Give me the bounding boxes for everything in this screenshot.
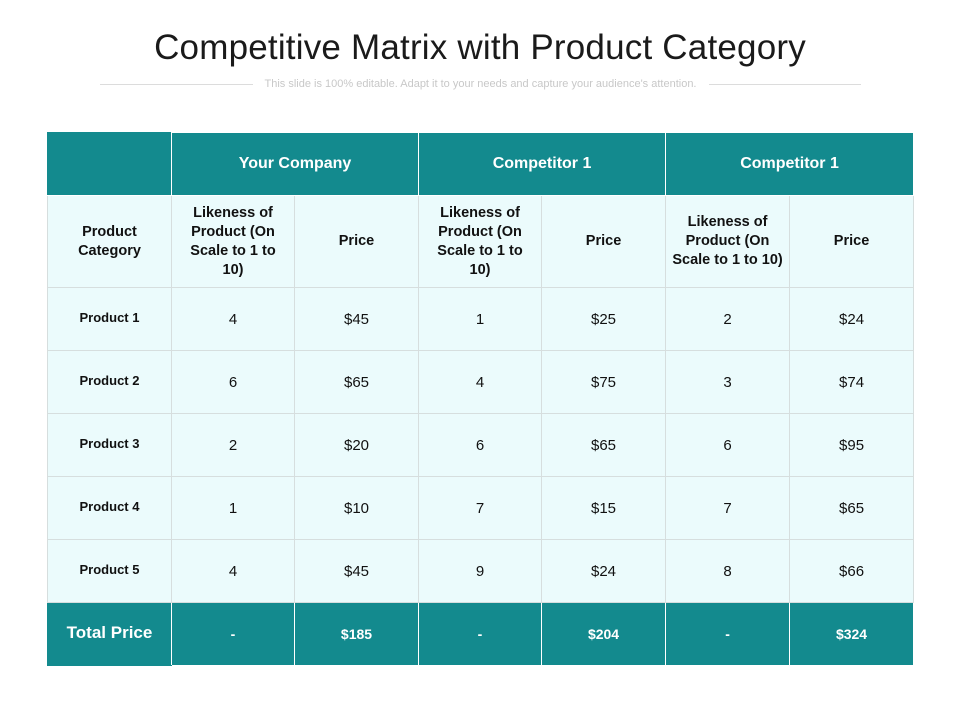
table-cell: $95 — [789, 413, 915, 477]
table-cell: 6 — [665, 413, 791, 477]
group-header-competitor-a: Competitor 1 — [418, 132, 667, 196]
table-row: Product 3 2 $20 6 $65 6 $95 — [47, 413, 915, 477]
table-cell: $65 — [789, 476, 915, 540]
table-cell: 2 — [665, 287, 791, 351]
competitive-matrix-table: Your Company Competitor 1 Competitor 1 P… — [47, 132, 915, 666]
likeness-header: Likeness of Product (On Scale to 1 to 10… — [418, 195, 543, 288]
row-label: Product 1 — [47, 287, 172, 351]
total-cell: $204 — [541, 602, 667, 666]
total-cell: - — [418, 602, 543, 666]
total-price-label: Total Price — [47, 602, 172, 666]
subtitle-row: This slide is 100% editable. Adapt it to… — [100, 76, 861, 92]
table-cell: 1 — [418, 287, 543, 351]
table-cell: $75 — [541, 350, 667, 414]
slide-title: Competitive Matrix with Product Category — [154, 28, 806, 67]
total-cell: - — [171, 602, 295, 666]
likeness-header: Likeness of Product (On Scale to 1 to 10… — [171, 195, 295, 288]
table-cell: $65 — [541, 413, 667, 477]
table-cell: $65 — [293, 350, 420, 414]
slide-subtitle: This slide is 100% editable. Adapt it to… — [264, 78, 697, 90]
table-cell: $20 — [293, 413, 420, 477]
table-row: Product 5 4 $45 9 $24 8 $66 — [47, 539, 915, 603]
table-cell: 4 — [171, 539, 295, 603]
table-cell: 3 — [665, 350, 791, 414]
table-cell: 1 — [171, 476, 295, 540]
table-cell: 7 — [418, 476, 543, 540]
row-label: Product 5 — [47, 539, 172, 603]
header-corner-cell — [47, 132, 172, 196]
table-cell: 4 — [418, 350, 543, 414]
row-label: Product 3 — [47, 413, 172, 477]
table-cell: 8 — [665, 539, 791, 603]
subtitle-divider-left — [100, 83, 253, 85]
table-cell: 6 — [171, 350, 295, 414]
total-cell: $185 — [293, 602, 420, 666]
group-header-row: Your Company Competitor 1 Competitor 1 — [47, 132, 915, 196]
subtitle-divider-right — [708, 83, 861, 85]
column-header-row: Product Category Likeness of Product (On… — [47, 195, 915, 288]
table-row: Product 2 6 $65 4 $75 3 $74 — [47, 350, 915, 414]
table-cell: $15 — [541, 476, 667, 540]
table-cell: $10 — [293, 476, 420, 540]
likeness-header: Likeness of Product (On Scale to 1 to 10… — [665, 195, 791, 288]
row-label: Product 2 — [47, 350, 172, 414]
product-category-header: Product Category — [47, 195, 172, 288]
total-cell: - — [665, 602, 791, 666]
table-cell: $24 — [541, 539, 667, 603]
table-cell: $74 — [789, 350, 915, 414]
price-header: Price — [293, 195, 420, 288]
group-header-your-company: Your Company — [170, 132, 420, 196]
table-cell: 6 — [418, 413, 543, 477]
table-cell: $45 — [293, 539, 420, 603]
price-header: Price — [789, 195, 915, 288]
row-label: Product 4 — [47, 476, 172, 540]
table-cell: $66 — [789, 539, 915, 603]
table-cell: 2 — [171, 413, 295, 477]
table-row: Product 4 1 $10 7 $15 7 $65 — [47, 476, 915, 540]
table-row: Product 1 4 $45 1 $25 2 $24 — [47, 287, 915, 351]
group-header-competitor-b: Competitor 1 — [665, 132, 915, 196]
table-cell: 7 — [665, 476, 791, 540]
total-price-row: Total Price - $185 - $204 - $324 — [47, 602, 915, 666]
total-cell: $324 — [789, 602, 915, 666]
table-cell: $45 — [293, 287, 420, 351]
price-header: Price — [541, 195, 667, 288]
table-cell: $24 — [789, 287, 915, 351]
table-cell: 4 — [171, 287, 295, 351]
table-cell: $25 — [541, 287, 667, 351]
table-cell: 9 — [418, 539, 543, 603]
